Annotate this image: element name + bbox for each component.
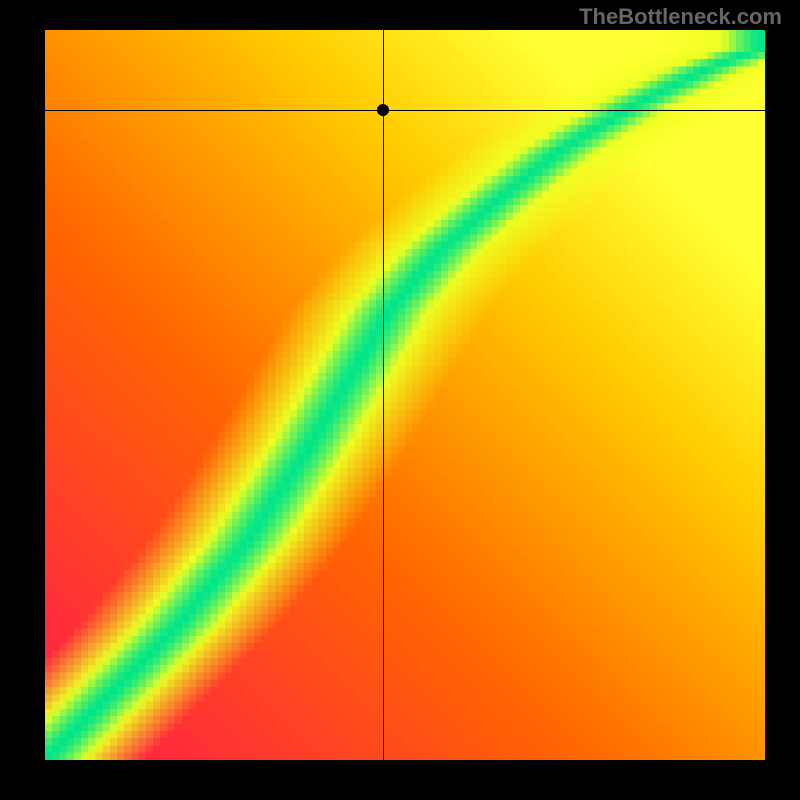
- heatmap-canvas: [45, 30, 765, 760]
- crosshair-marker: [377, 104, 389, 116]
- chart-container: TheBottleneck.com: [0, 0, 800, 800]
- crosshair-horizontal: [45, 110, 765, 111]
- crosshair-vertical: [383, 30, 384, 760]
- watermark-text: TheBottleneck.com: [579, 4, 782, 30]
- heatmap-plot: [45, 30, 765, 760]
